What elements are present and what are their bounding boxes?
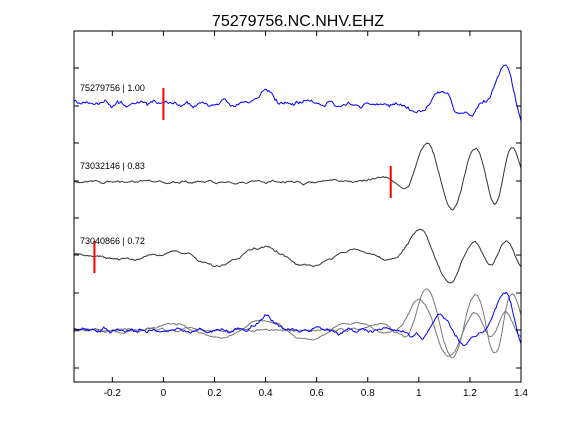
trace-1-waveform bbox=[73, 64, 522, 122]
stack-trace-1 bbox=[73, 291, 522, 346]
x-tick-label: -0.2 bbox=[104, 388, 122, 399]
x-tick-label: 1.4 bbox=[514, 388, 528, 399]
trace-label-2: 73032146 | 0.83 bbox=[80, 161, 145, 171]
x-tick-label: 1 bbox=[416, 388, 422, 399]
x-tick-label: 0.4 bbox=[259, 388, 273, 399]
x-tick-label: 1.2 bbox=[463, 388, 477, 399]
trace-2-waveform bbox=[73, 142, 522, 211]
x-tick-label: 0.2 bbox=[208, 388, 222, 399]
trace-label-1: 75279756 | 1.00 bbox=[80, 83, 145, 93]
chart-title: 75279756.NC.NHV.EHZ bbox=[212, 13, 384, 30]
trace-label-3: 73040866 | 0.72 bbox=[80, 236, 145, 246]
x-tick-label: 0 bbox=[161, 388, 167, 399]
trace-3-waveform bbox=[73, 228, 522, 284]
x-tick-label: 0.6 bbox=[310, 388, 324, 399]
plot-frame bbox=[73, 30, 522, 383]
stack-trace-3 bbox=[73, 298, 522, 357]
x-tick-label: 0.8 bbox=[361, 388, 375, 399]
